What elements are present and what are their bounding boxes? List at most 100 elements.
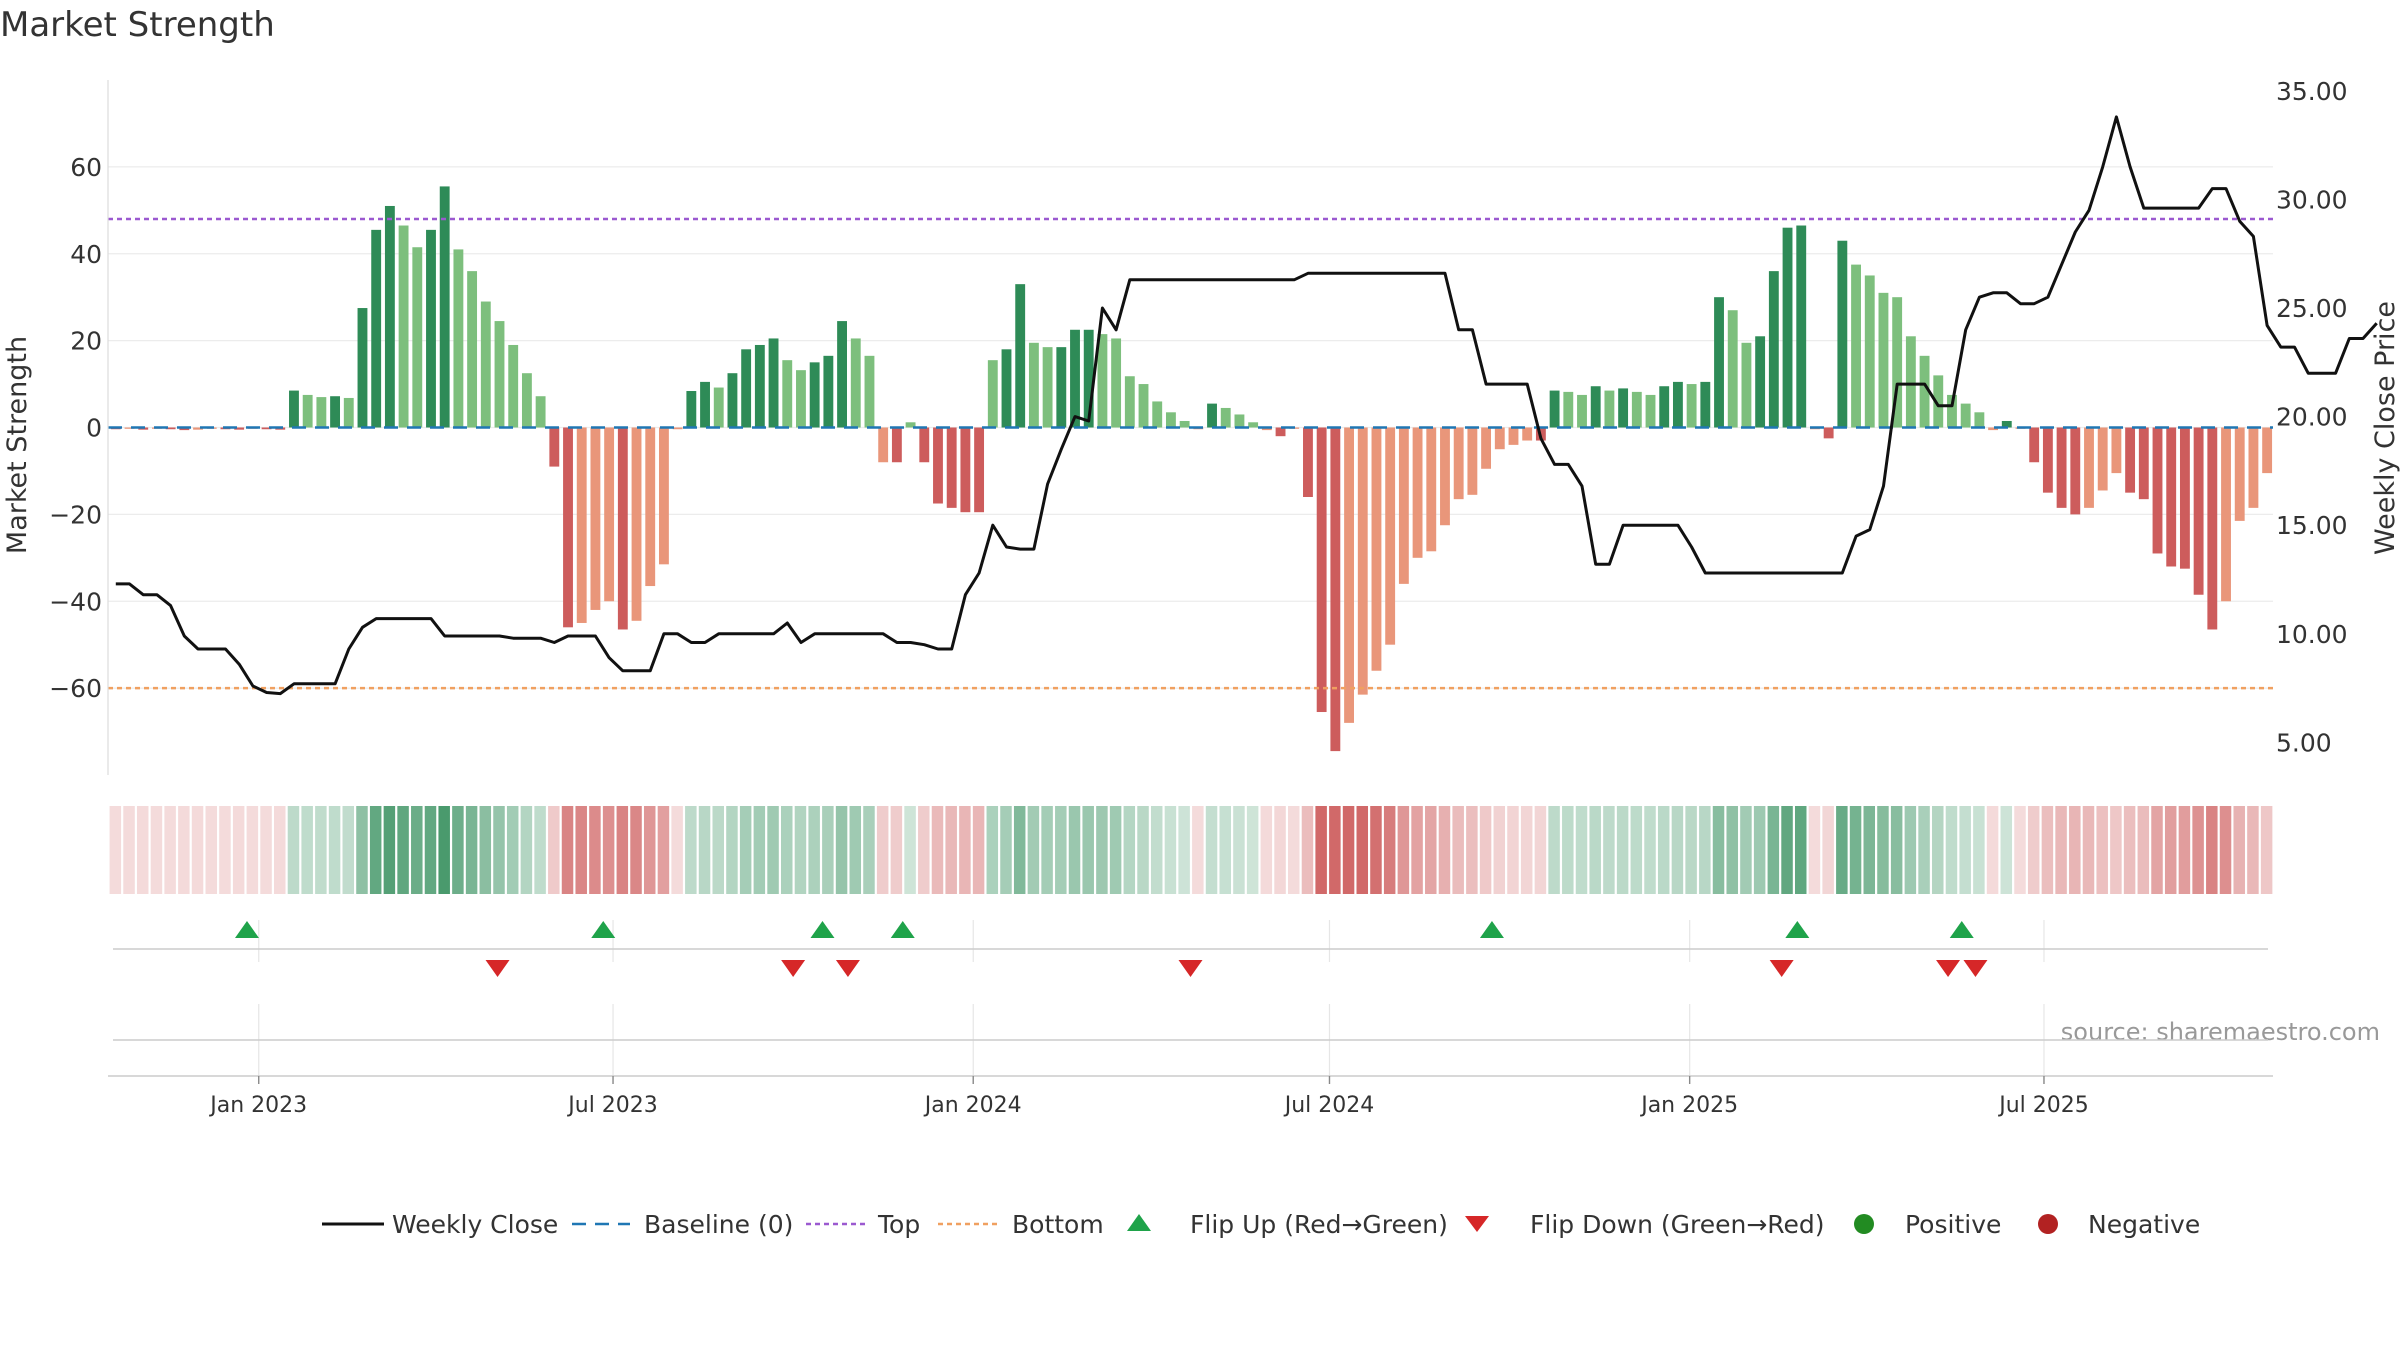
heat-cell — [2206, 806, 2218, 894]
weekly-close-series — [115, 115, 2378, 696]
heat-cell — [1836, 806, 1848, 894]
strength-bar — [1467, 427, 1478, 495]
strength-bar — [467, 271, 478, 428]
heat-cell — [959, 806, 971, 894]
strength-bar — [1234, 414, 1245, 428]
heat-cell — [698, 806, 711, 894]
heat-cell — [1027, 806, 1040, 894]
left-tick-label: 20 — [70, 327, 102, 356]
heat-cell — [1370, 806, 1382, 894]
heat-cell — [465, 806, 478, 894]
strength-bar — [2084, 427, 2094, 508]
heat-cell — [1397, 806, 1410, 894]
reference-lines — [108, 217, 2273, 690]
strength-bar — [1398, 427, 1409, 584]
heat-cell — [986, 806, 999, 894]
heat-cell — [342, 806, 355, 894]
strength-bar — [2097, 427, 2108, 491]
strength-bar — [617, 427, 628, 630]
strength-bar — [864, 355, 875, 428]
strength-bar — [2029, 427, 2040, 463]
heat-cell — [2096, 806, 2108, 894]
flip-up-marker — [234, 921, 259, 938]
heat-cell — [1466, 806, 1478, 894]
strength-bar — [2152, 427, 2163, 554]
strength-bar — [645, 427, 656, 587]
strength-bar — [330, 396, 341, 428]
heat-cell — [1904, 806, 1917, 894]
strength-bar — [1138, 384, 1149, 428]
strength-bar — [2234, 427, 2245, 521]
heat-cell — [767, 806, 779, 894]
legend-baseline-label: Baseline (0) — [644, 1210, 793, 1239]
flip-up-marker — [1479, 921, 1504, 938]
strength-bar — [1659, 386, 1670, 428]
axes: −60 −40 −20 0 20 40 60 5.00 10.00 15.00 20.00 25.00… — [49, 77, 2347, 1118]
heat-cell — [1753, 806, 1766, 894]
strength-bar — [727, 373, 738, 428]
strength-bar — [1426, 427, 1437, 552]
strength-bar — [604, 427, 615, 602]
flip-down-marker — [1769, 960, 1794, 977]
heat-cell — [1452, 806, 1464, 894]
heat-cell — [1575, 806, 1588, 894]
strength-bar — [535, 396, 546, 428]
heat-cell — [1246, 806, 1259, 894]
strength-bar — [1864, 275, 1875, 428]
heat-cell — [1096, 806, 1108, 894]
strength-bar — [1960, 403, 1971, 428]
heat-cell — [1137, 806, 1149, 894]
strength-bar — [2056, 427, 2067, 508]
flip-up-marker — [1785, 921, 1810, 938]
legend: Weekly Close Baseline (0) Top Bottom Flip Up… — [322, 1210, 2200, 1239]
strength-bar — [2248, 427, 2259, 508]
strength-bar — [1316, 427, 1327, 713]
heat-cell — [1493, 806, 1506, 894]
strength-bar — [1412, 427, 1423, 558]
heat-cell — [315, 806, 327, 894]
strength-bar — [412, 247, 423, 428]
heat-cell — [863, 806, 875, 894]
heat-cell — [1616, 806, 1629, 894]
strength-bar — [1371, 427, 1382, 671]
strength-bar — [1892, 297, 1903, 428]
heat-cell — [835, 806, 848, 894]
strength-bar — [2179, 427, 2190, 569]
strength-bar — [1056, 347, 1067, 428]
heat-cell — [2178, 806, 2191, 894]
heat-cell — [479, 806, 492, 894]
strength-bar — [494, 321, 505, 428]
heat-cell — [1740, 806, 1752, 894]
strength-bar — [1028, 342, 1039, 428]
heat-cell — [1301, 806, 1314, 894]
strength-bar — [2042, 427, 2053, 493]
heat-cell — [1260, 806, 1273, 894]
heat-cell — [1205, 806, 1218, 894]
heat-cell — [150, 806, 163, 894]
heat-cell — [1068, 806, 1081, 894]
heat-cell — [1685, 806, 1697, 894]
heat-cell — [616, 806, 629, 894]
heat-cell — [1219, 806, 1231, 894]
heat-cell — [671, 806, 683, 894]
chart-title: Market Strength — [0, 5, 275, 45]
heat-cell — [1918, 806, 1930, 894]
strength-bar — [686, 391, 697, 428]
right-tick-label: 30.00 — [2276, 185, 2348, 214]
strength-bar — [837, 321, 847, 428]
heat-cell — [1123, 806, 1136, 894]
heat-cell — [1630, 806, 1643, 894]
heat-cell — [657, 806, 670, 894]
strength-bar — [261, 427, 272, 430]
strength-bar — [1453, 427, 1464, 500]
heat-cell — [685, 806, 697, 894]
strength-bar — [426, 229, 436, 428]
heat-cell — [931, 806, 944, 894]
heat-cell — [123, 806, 135, 894]
strength-bar — [741, 349, 752, 428]
left-tick-label: 60 — [70, 153, 102, 182]
heat-cell — [411, 806, 423, 894]
strength-bar — [316, 397, 327, 428]
heat-cell — [1589, 806, 1601, 894]
